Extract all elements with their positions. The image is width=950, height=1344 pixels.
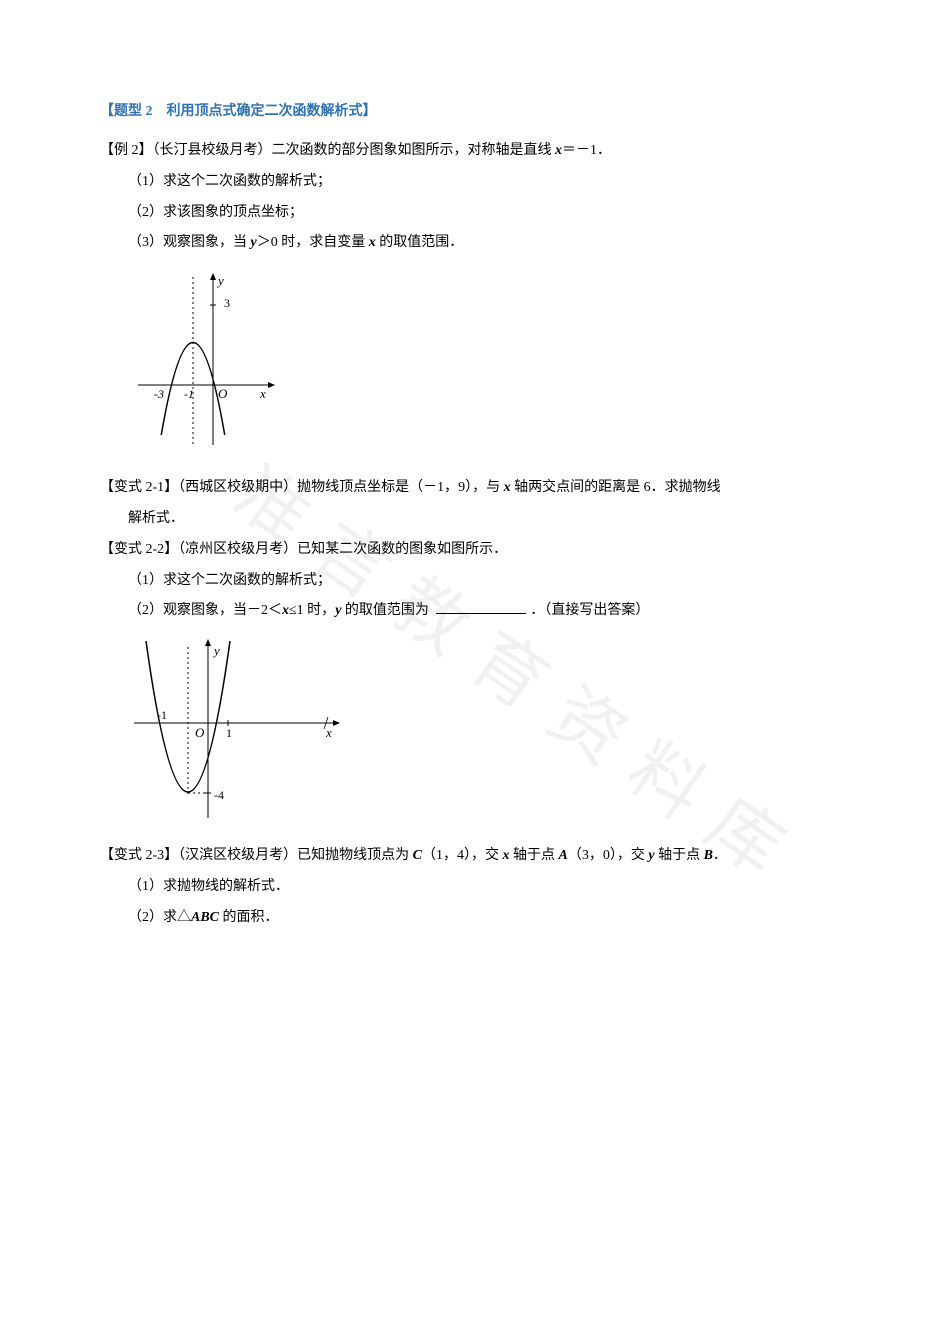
g1-O: O bbox=[218, 386, 228, 401]
g2-y: y bbox=[212, 643, 220, 658]
v23-he: 轴于点 bbox=[655, 848, 704, 863]
ex2-p3x: x bbox=[369, 235, 376, 250]
g1-m3: -3 bbox=[154, 387, 164, 401]
v22-p1: （1）求这个二次函数的解析式； bbox=[100, 566, 850, 597]
g2-x: x bbox=[325, 725, 332, 740]
ex2-p2: （2）求该图象的顶点坐标； bbox=[100, 198, 850, 229]
v21-mid: 轴两交点间的距离是 6．求抛物线 bbox=[511, 480, 721, 495]
v23-hf: ． bbox=[713, 848, 727, 863]
v21-line2: 解析式． bbox=[100, 504, 850, 535]
ex2-p3c: 的取值范围． bbox=[376, 235, 464, 250]
graph2: -1 O 1 x y -4 bbox=[128, 633, 850, 823]
ex2-x: x bbox=[555, 143, 562, 158]
g2-m4: -4 bbox=[214, 788, 224, 802]
ex2-p3b: ＞0 时，求自变量 bbox=[257, 235, 369, 250]
v22-p2x1: x bbox=[282, 603, 289, 618]
v22-blank bbox=[436, 613, 526, 614]
problem-v21: 【变式 2-1】（西城区校级期中）抛物线顶点坐标是（－1，9），与 x 轴两交点… bbox=[100, 473, 850, 535]
v22-p2b: ≤1 时， bbox=[289, 603, 335, 618]
problem-ex2: 【例 2】（长汀县校级月考）二次函数的部分图象如图所示，对称轴是直线 x＝－1．… bbox=[100, 136, 850, 455]
g2-m1: -1 bbox=[157, 708, 167, 722]
g1-m1: -1 bbox=[184, 387, 194, 401]
v23-abc: ABC bbox=[191, 910, 219, 925]
ex2-p1: （1）求这个二次函数的解析式； bbox=[100, 167, 850, 198]
problem-v22: 【变式 2-2】（凉州区校级月考）已知某二次函数的图象如图所示． （1）求这个二… bbox=[100, 535, 850, 823]
v23-x: x bbox=[503, 848, 510, 863]
v22-p2a: （2）观察图象，当－2＜ bbox=[128, 603, 282, 618]
v23-ha: 【变式 2-3】（汉滨区校级月考）已知抛物线顶点为 bbox=[100, 848, 413, 863]
g2-1: 1 bbox=[226, 726, 232, 740]
v23-p1: （1）求抛物线的解析式． bbox=[100, 872, 850, 903]
v21-head: 【变式 2-1】（西城区校级期中）抛物线顶点坐标是（－1，9），与 bbox=[100, 480, 504, 495]
v23-B: B bbox=[704, 848, 713, 863]
v23-hc: 轴于点 bbox=[510, 848, 559, 863]
graph1: -3 -1 O x y 3 bbox=[128, 265, 850, 455]
v23-hb: （1，4），交 bbox=[422, 848, 503, 863]
v22-head: 【变式 2-2】（凉州区校级月考）已知某二次函数的图象如图所示． bbox=[100, 535, 850, 566]
g1-y: y bbox=[216, 273, 224, 288]
ex2-head: 【例 2】（长汀县校级月考）二次函数的部分图象如图所示，对称轴是直线 bbox=[100, 143, 555, 158]
problem-v23: 【变式 2-3】（汉滨区校级月考）已知抛物线顶点为 C（1，4），交 x 轴于点… bbox=[100, 841, 850, 933]
v22-p2c: 的取值范围为 bbox=[341, 603, 432, 618]
section-title: 【题型 2 利用顶点式确定二次函数解析式】 bbox=[100, 100, 850, 120]
ex2-tail: ＝－1． bbox=[562, 143, 611, 158]
g1-3: 3 bbox=[224, 296, 230, 310]
v23-A: A bbox=[559, 848, 568, 863]
v21-x: x bbox=[504, 480, 511, 495]
v23-hd: （3，0），交 bbox=[568, 848, 649, 863]
v23-p2b: 的面积． bbox=[219, 910, 279, 925]
g1-x: x bbox=[259, 386, 266, 401]
v22-p2d: ．（直接写出答案） bbox=[530, 603, 649, 618]
ex2-p3a: （3）观察图象，当 bbox=[128, 235, 251, 250]
v23-p2a: （2）求△ bbox=[128, 910, 191, 925]
v23-C: C bbox=[413, 848, 422, 863]
g2-O: O bbox=[195, 725, 205, 740]
